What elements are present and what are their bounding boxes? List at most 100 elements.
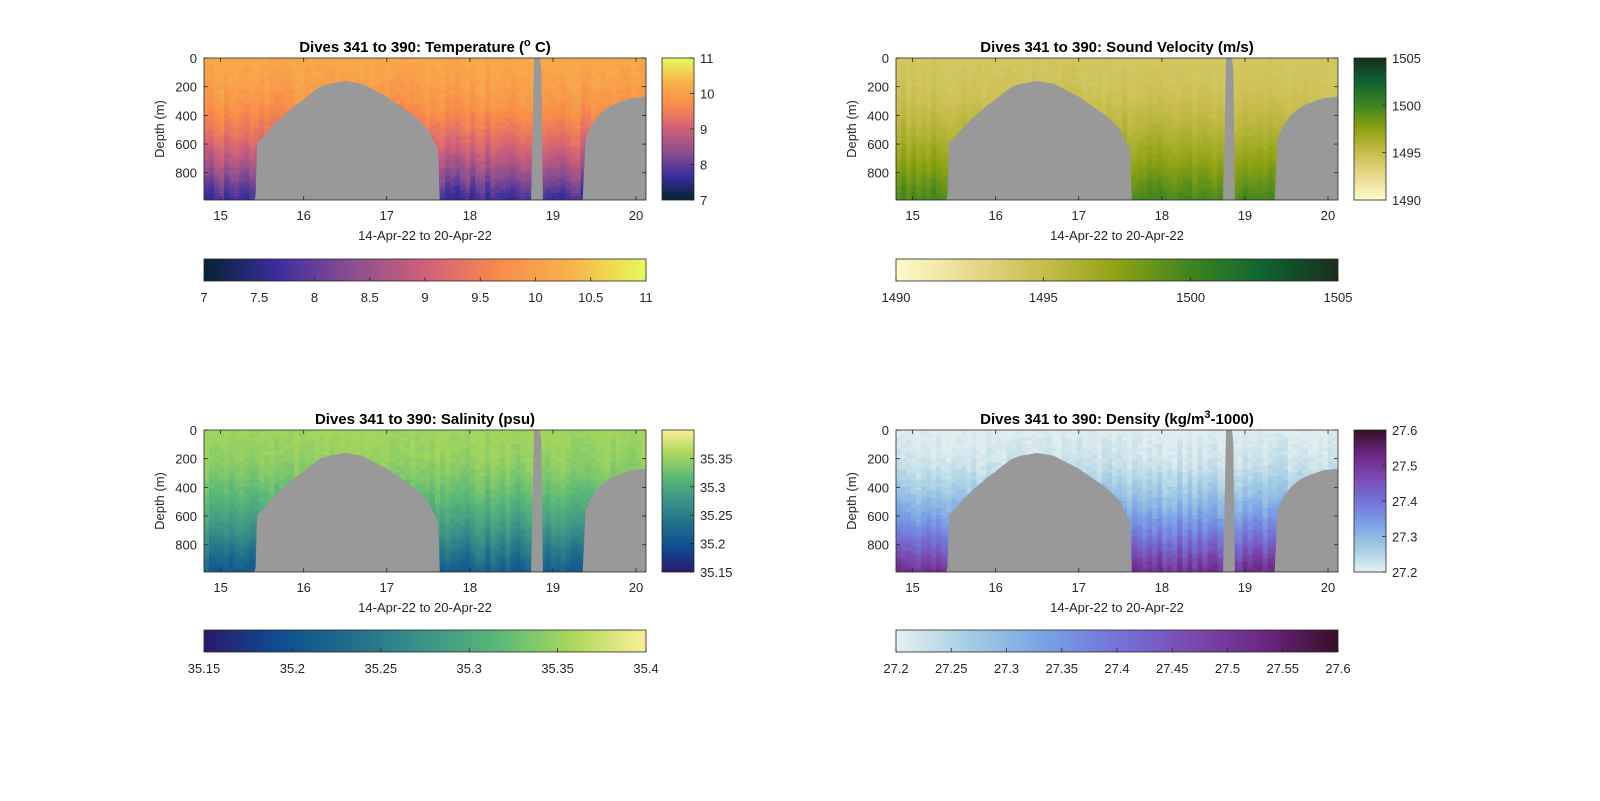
colorbar-tick-label: 8: [700, 158, 707, 173]
y-tick-label: 600: [867, 137, 889, 152]
y-tick-label: 0: [882, 423, 889, 438]
x-tick-label: 16: [988, 580, 1002, 595]
hcolorbar-tick-label: 27.6: [1325, 661, 1350, 676]
x-tick-label: 19: [546, 208, 560, 223]
chart-title: Dives 341 to 390: Temperature (o C): [299, 37, 551, 56]
y-axis-label: Depth (m): [844, 100, 859, 158]
seabed-mask: [896, 58, 1338, 200]
vertical-colorbar: [661, 429, 695, 573]
x-tick-label: 15: [213, 580, 227, 595]
y-tick-label: 400: [867, 480, 889, 495]
colorbar-tick-label: 27.3: [1392, 530, 1417, 545]
hcolorbar-tick-label: 10: [528, 290, 542, 305]
hcolorbar-tick-label: 8.5: [361, 290, 379, 305]
horizontal-colorbar: [203, 629, 647, 653]
hcolorbar-tick-label: 11: [639, 290, 653, 305]
x-tick-label: 15: [213, 208, 227, 223]
x-tick-label: 16: [988, 208, 1002, 223]
hcolorbar-tick-label: 9: [421, 290, 428, 305]
hcolorbar-tick-label: 7.5: [250, 290, 268, 305]
hcolorbar-tick-label: 35.15: [188, 661, 221, 676]
y-tick-label: 800: [867, 538, 889, 553]
colorbar-tick-label: 1490: [1392, 193, 1421, 208]
x-tick-label: 20: [629, 208, 643, 223]
colorbar-tick-label: 35.35: [700, 451, 733, 466]
hcolorbar-tick-label: 8: [311, 290, 318, 305]
x-axis-label: 14-Apr-22 to 20-Apr-22: [1050, 228, 1184, 243]
y-tick-label: 0: [190, 51, 197, 66]
colorbar-tick-label: 27.2: [1392, 565, 1417, 580]
chart-title: Dives 341 to 390: Sound Velocity (m/s): [980, 39, 1253, 56]
y-tick-label: 0: [190, 423, 197, 438]
x-tick-label: 18: [463, 208, 477, 223]
x-tick-label: 18: [1155, 580, 1169, 595]
chart-title: Dives 341 to 390: Density (kg/m3-1000): [980, 409, 1254, 428]
x-tick-label: 17: [380, 208, 394, 223]
x-tick-label: 16: [296, 580, 310, 595]
y-tick-label: 800: [175, 166, 197, 181]
x-tick-label: 19: [1238, 580, 1252, 595]
hcolorbar-tick-label: 1500: [1176, 290, 1205, 305]
vertical-colorbar: [1353, 57, 1387, 201]
chart-title: Dives 341 to 390: Salinity (psu): [315, 411, 535, 428]
x-tick-label: 19: [1238, 208, 1252, 223]
seabed-mask: [204, 58, 646, 200]
colorbar-tick-label: 10: [700, 87, 714, 102]
hcolorbar-tick-label: 27.5: [1215, 661, 1240, 676]
colorbar-tick-label: 35.3: [700, 480, 725, 495]
y-tick-label: 600: [867, 509, 889, 524]
x-axis-label: 14-Apr-22 to 20-Apr-22: [358, 228, 492, 243]
x-tick-label: 17: [1072, 208, 1086, 223]
hcolorbar-tick-label: 35.4: [633, 661, 658, 676]
y-tick-label: 200: [175, 80, 197, 95]
hcolorbar-tick-label: 27.2: [883, 661, 908, 676]
colorbar-tick-label: 9: [700, 122, 707, 137]
y-axis-label: Depth (m): [152, 472, 167, 530]
x-tick-label: 17: [380, 580, 394, 595]
hcolorbar-tick-label: 35.3: [457, 661, 482, 676]
y-tick-label: 600: [175, 509, 197, 524]
colorbar-tick-label: 27.6: [1392, 423, 1417, 438]
axes-box: [895, 429, 1339, 573]
colorbar-tick-label: 35.2: [700, 537, 725, 552]
colorbar-tick-label: 7: [700, 193, 707, 208]
hcolorbar-tick-label: 10.5: [578, 290, 603, 305]
hcolorbar-tick-label: 27.45: [1156, 661, 1189, 676]
x-tick-label: 19: [546, 580, 560, 595]
colorbar-tick-label: 1500: [1392, 98, 1421, 113]
hcolorbar-tick-label: 35.2: [280, 661, 305, 676]
colorbar-tick-label: 1505: [1392, 51, 1421, 66]
y-tick-label: 400: [175, 108, 197, 123]
hcolorbar-tick-label: 1490: [882, 290, 911, 305]
x-tick-label: 20: [1321, 580, 1335, 595]
hcolorbar-tick-label: 1495: [1029, 290, 1058, 305]
hcolorbar-tick-label: 27.4: [1104, 661, 1129, 676]
x-tick-label: 20: [629, 580, 643, 595]
y-tick-label: 0: [882, 51, 889, 66]
x-axis-label: 14-Apr-22 to 20-Apr-22: [358, 600, 492, 615]
y-tick-label: 400: [867, 108, 889, 123]
axes-box: [895, 57, 1339, 201]
colorbar-tick-label: 11: [700, 51, 714, 66]
vertical-colorbar: [661, 57, 695, 201]
x-tick-label: 15: [905, 580, 919, 595]
hcolorbar-tick-label: 27.3: [994, 661, 1019, 676]
heatmap: [896, 58, 1338, 200]
x-tick-label: 17: [1072, 580, 1086, 595]
seabed-mask: [204, 430, 646, 572]
x-tick-label: 15: [905, 208, 919, 223]
heatmap: [204, 430, 646, 572]
y-tick-label: 800: [175, 538, 197, 553]
hcolorbar-tick-label: 27.55: [1266, 661, 1299, 676]
axes-box: [203, 57, 647, 201]
seabed-mask: [896, 430, 1338, 572]
y-tick-label: 200: [175, 452, 197, 467]
hcolorbar-tick-label: 9.5: [471, 290, 489, 305]
axes-box: [203, 429, 647, 573]
hcolorbar-tick-label: 35.35: [541, 661, 574, 676]
colorbar-tick-label: 35.25: [700, 508, 733, 523]
y-tick-label: 800: [867, 166, 889, 181]
